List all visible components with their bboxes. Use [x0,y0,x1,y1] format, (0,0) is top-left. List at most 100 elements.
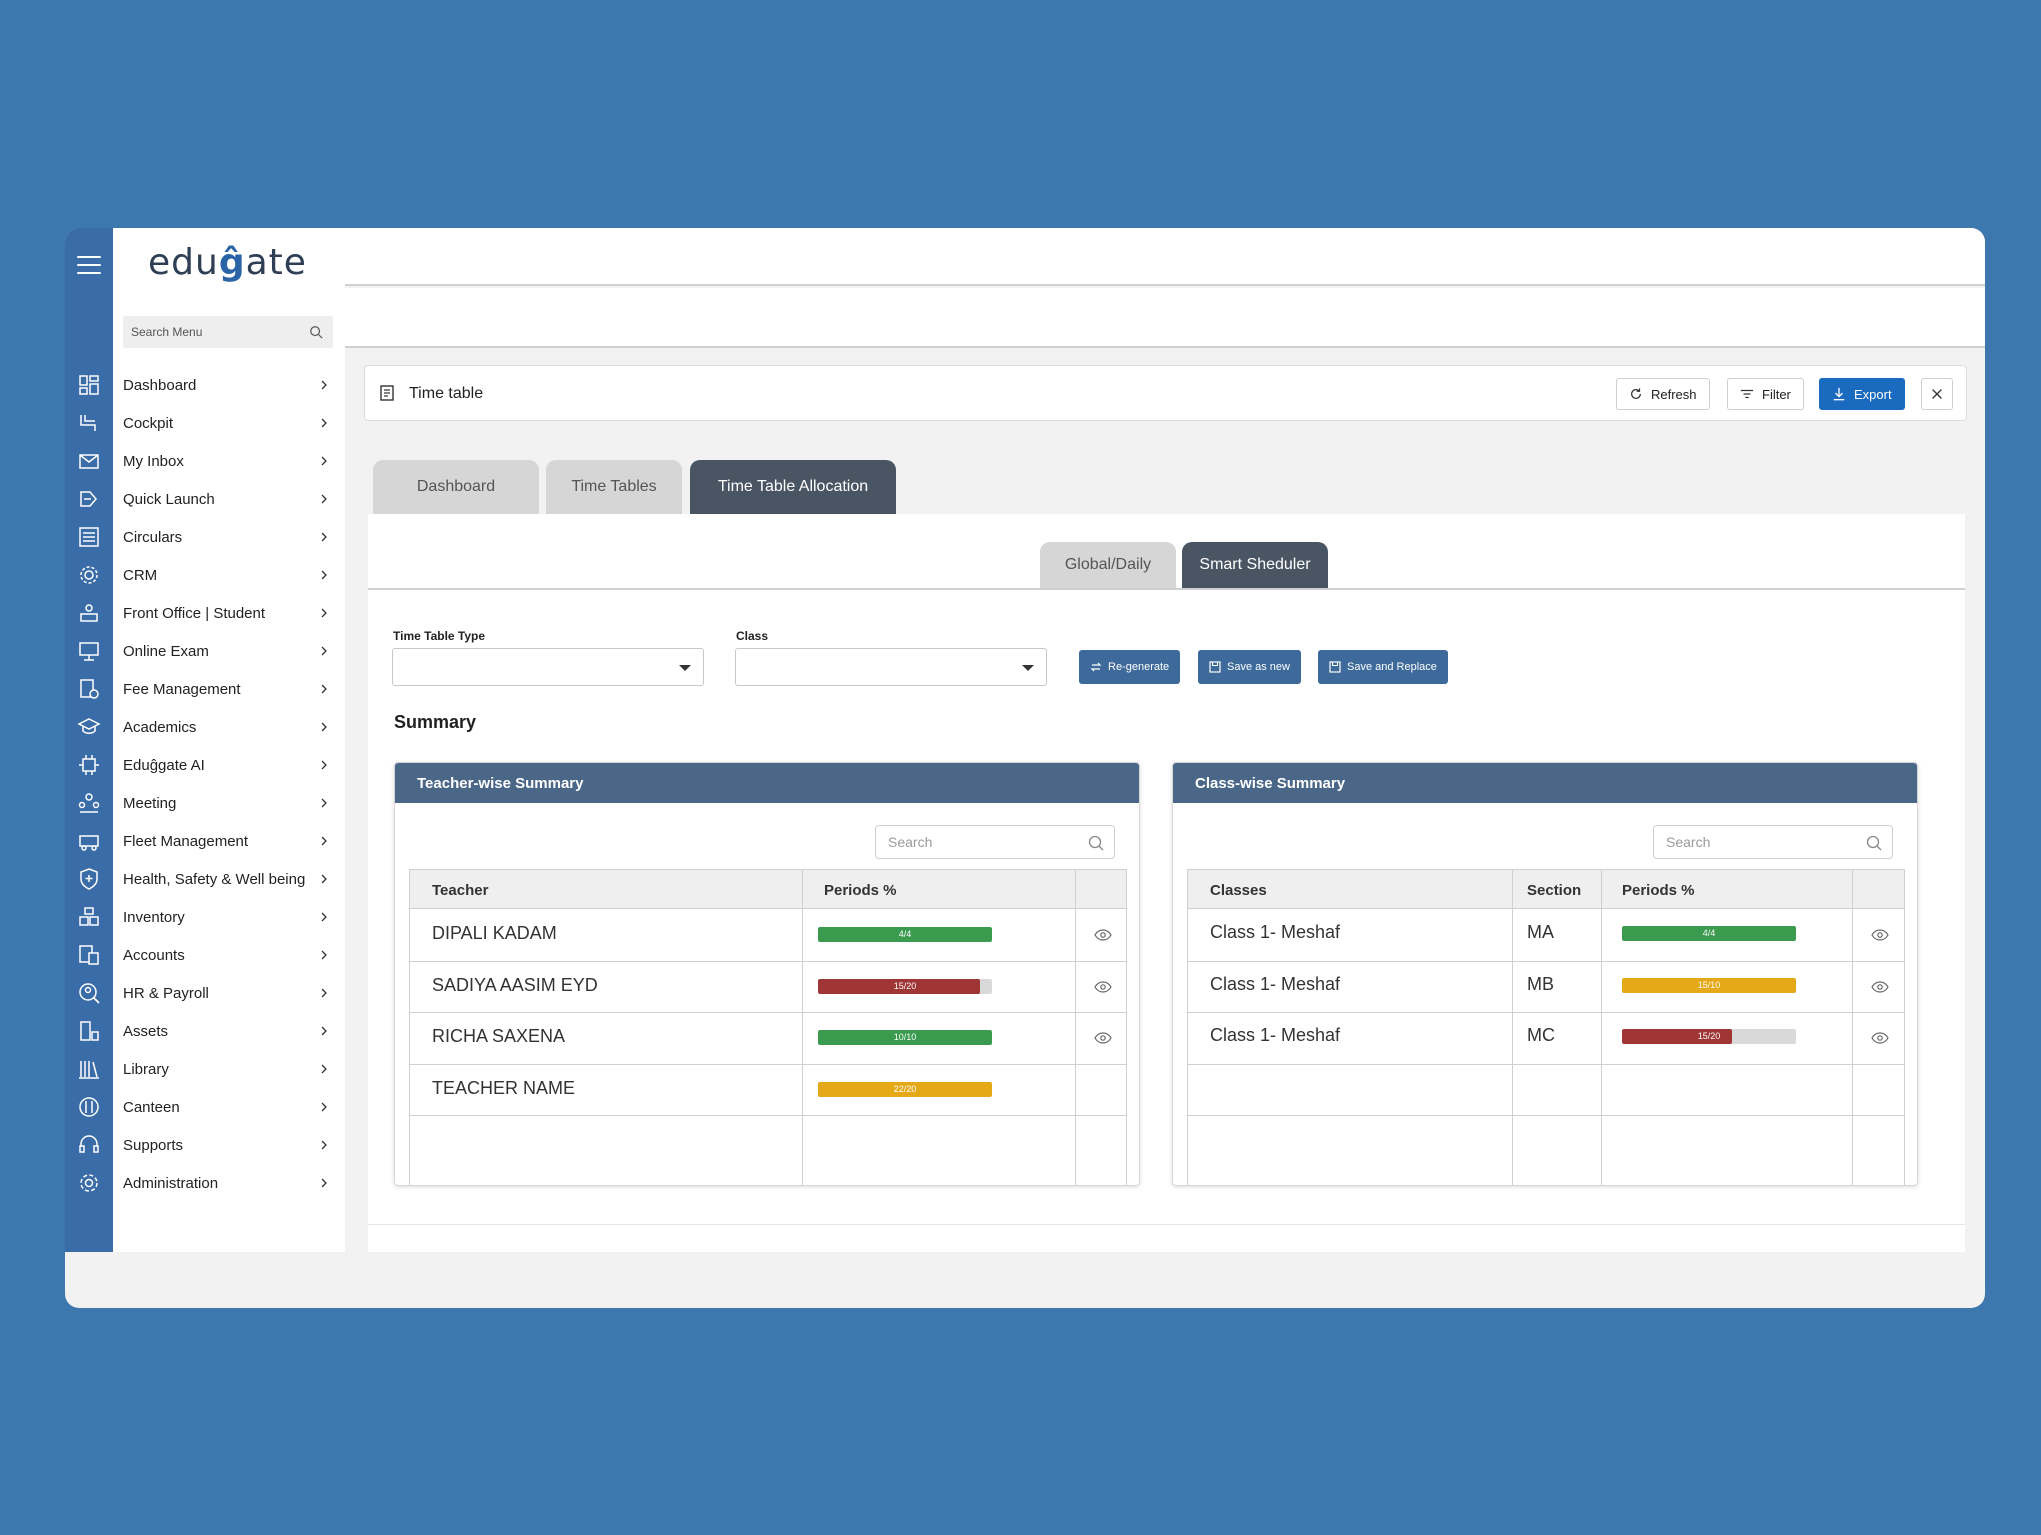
section-code: MA [1527,922,1554,942]
sidebar-item-crm[interactable]: CRM [113,556,345,594]
class-name: Class 1- Meshaf [1210,973,1341,994]
mail-icon[interactable] [77,449,101,473]
view-eye-icon[interactable] [1871,1032,1889,1044]
top-bar [345,228,1985,286]
sidebar-item-canteen[interactable]: Canteen [113,1088,345,1126]
periods-progress-bar: 4/4 [818,927,992,942]
class-search-input[interactable] [1654,826,1854,858]
menu-search-input[interactable] [123,316,293,348]
tab-time-table-allocation[interactable]: Time Table Allocation [690,460,896,514]
exam-icon[interactable] [77,639,101,663]
class-summary-title: Class-wise Summary [1173,763,1917,803]
sidebar-item-academics[interactable]: Academics [113,708,345,746]
column-teacher: Teacher [432,882,489,899]
view-eye-icon[interactable] [1094,980,1112,993]
app-window: eduĝate Dashboard Cockpit My Inbox Quick La… [65,228,1985,1308]
sidebar-item-meeting[interactable]: Meeting [113,784,345,822]
sidebar-item-label: Assets [123,1022,169,1040]
column-section: Section [1527,882,1582,899]
search-icon[interactable] [309,325,323,339]
launch-icon[interactable] [77,487,101,511]
chevron-right-icon [321,836,327,846]
sidebar-item-label: Supports [123,1136,184,1154]
sidebar-item-library[interactable]: Library [113,1050,345,1088]
icon-rail [65,228,113,1252]
view-eye-icon[interactable] [1871,980,1889,993]
export-button[interactable]: Export [1819,378,1905,410]
column-periods: Periods % [1622,882,1695,899]
sidebar-item-supports[interactable]: Supports [113,1126,345,1164]
sidebar-item-fee-management[interactable]: Fee Management [113,670,345,708]
timetable-type-select[interactable] [392,648,704,686]
ai-chip-icon[interactable] [77,753,101,777]
sidebar-item-accounts[interactable]: Accounts [113,936,345,974]
sidebar-item-quick-launch[interactable]: Quick Launch [113,480,345,518]
fee-icon[interactable] [77,677,101,701]
health-shield-icon[interactable] [77,867,101,891]
filter-button[interactable]: Filter [1727,378,1804,410]
sidebar-item-label: Academics [123,718,197,736]
view-eye-icon[interactable] [1094,929,1112,941]
hr-icon[interactable] [77,981,101,1005]
inventory-icon[interactable] [77,905,101,929]
subtab-smart-scheduler[interactable]: Smart Sheduler [1182,542,1328,588]
save-and-replace-button[interactable]: Save and Replace [1318,650,1448,684]
teacher-name: RICHA SAXENA [432,1026,566,1046]
front-office-icon[interactable] [77,601,101,625]
close-button[interactable] [1921,378,1953,410]
teacher-summary-panel: Teacher-wise Summary Teacher Periods % D… [394,762,1140,1186]
library-icon[interactable] [77,1057,101,1081]
search-icon[interactable] [1866,835,1882,851]
subtab-global-daily[interactable]: Global/Daily [1040,542,1176,588]
sub-bar [345,288,1985,348]
search-icon[interactable] [1088,835,1104,851]
cockpit-icon[interactable] [77,411,101,435]
periods-progress-bar: 22/20 [818,1081,992,1097]
graduation-cap-icon[interactable] [77,715,101,739]
sidebar-item-health-safety-well-being[interactable]: Health, Safety & Well being [113,860,345,898]
view-eye-icon[interactable] [1871,929,1889,941]
circular-icon[interactable] [77,525,101,549]
teacher-search-input[interactable] [876,826,1076,858]
sidebar-item-cockpit[interactable]: Cockpit [113,404,345,442]
class-name: Class 1- Meshaf [1210,1025,1341,1045]
sidebar-item-edu-gate-ai[interactable]: Eduĝgate AI [113,746,345,784]
sidebar-item-label: Dashboard [123,376,197,394]
save-as-new-button[interactable]: Save as new [1198,650,1301,684]
sidebar-item-hr-payroll[interactable]: HR & Payroll [113,974,345,1012]
chevron-right-icon [321,608,327,618]
view-eye-icon[interactable] [1094,1032,1112,1044]
sidebar-item-administration[interactable]: Administration [113,1164,345,1202]
table-header: Teacher Periods % [410,869,1126,909]
regenerate-button[interactable]: Re-generate [1079,650,1181,684]
hamburger-menu-icon[interactable] [77,256,101,276]
sidebar-item-my-inbox[interactable]: My Inbox [113,442,345,480]
sidebar-item-dashboard[interactable]: Dashboard [113,366,345,404]
sidebar-item-online-exam[interactable]: Online Exam [113,632,345,670]
sidebar-item-fleet-management[interactable]: Fleet Management [113,822,345,860]
tab-time-tables[interactable]: Time Tables [546,460,682,514]
sidebar-item-assets[interactable]: Assets [113,1012,345,1050]
progress-fill [818,978,980,994]
refresh-button[interactable]: Refresh [1616,378,1710,410]
dashboard-icon[interactable] [77,373,101,397]
canteen-icon[interactable] [77,1095,101,1119]
crm-icon[interactable] [77,563,101,587]
assets-icon[interactable] [77,1019,101,1043]
fleet-icon[interactable] [77,829,101,853]
admin-gear-icon[interactable] [77,1171,101,1195]
chevron-right-icon [321,1140,327,1150]
tab-dashboard[interactable]: Dashboard [373,460,539,514]
progress-fill [1622,977,1796,993]
sidebar-item-front-office-student[interactable]: Front Office | Student [113,594,345,632]
meeting-icon[interactable] [77,791,101,815]
class-select[interactable] [735,648,1047,686]
support-icon[interactable] [77,1133,101,1157]
sidebar-item-circulars[interactable]: Circulars [113,518,345,556]
sidebar-item-inventory[interactable]: Inventory [113,898,345,936]
periods-progress-bar: 15/20 [818,978,992,994]
accounts-icon[interactable] [77,943,101,967]
periods-progress-bar: 15/10 [1622,977,1796,993]
chevron-right-icon [321,1178,327,1188]
chevron-right-icon [321,684,327,694]
